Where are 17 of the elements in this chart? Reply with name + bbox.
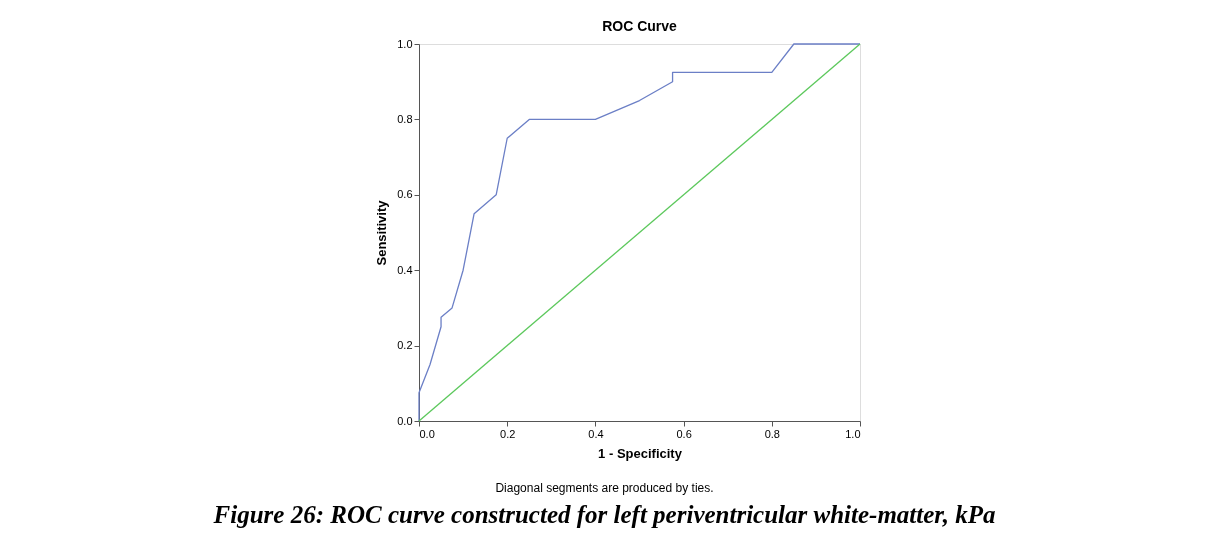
y-tick-label: 0.8 xyxy=(397,112,413,125)
x-tick-label: 0.6 xyxy=(676,427,692,440)
x-tick-label: 0.8 xyxy=(764,427,780,440)
text: Diagonal segments are produced by ties. xyxy=(495,481,714,495)
y-tick-label: 0.6 xyxy=(397,188,413,201)
x-tick-label: 0.2 xyxy=(500,427,516,440)
x-axis-title: 1 - Specificity xyxy=(598,445,683,461)
chart-title: ROC Curve xyxy=(602,18,678,34)
y-tick-label: 1.0 xyxy=(397,37,413,50)
y-tick-label: 0.4 xyxy=(397,263,413,276)
x-tick-label: 1.0 xyxy=(845,427,861,440)
x-tick-label: 0.4 xyxy=(588,427,604,440)
y-tick-label: 0.2 xyxy=(397,339,413,352)
y-tick-label: 0.0 xyxy=(397,414,413,427)
caption: Figure 26: ROC curve constructed for left periventricular white-matter, kPa xyxy=(212,501,996,528)
y-axis-title: Sensitivity xyxy=(374,199,390,266)
x-tick-label: 0.0 xyxy=(419,427,435,440)
